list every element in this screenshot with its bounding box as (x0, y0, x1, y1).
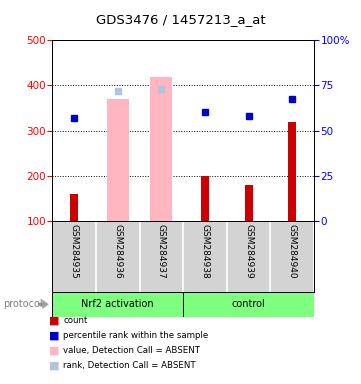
Bar (107, 99, 129, 221)
Text: count: count (63, 316, 88, 325)
Text: GSM284938: GSM284938 (200, 224, 209, 279)
Bar (201, 176, 209, 221)
Bar (52, 292, 183, 317)
Text: GSM284936: GSM284936 (113, 224, 122, 279)
Text: ■: ■ (49, 346, 59, 356)
Text: percentile rank within the sample: percentile rank within the sample (63, 331, 208, 340)
Bar (70, 194, 78, 221)
Text: value, Detection Call = ABSENT: value, Detection Call = ABSENT (63, 346, 200, 355)
Text: ■: ■ (49, 331, 59, 341)
Bar (151, 77, 172, 221)
Text: GSM284939: GSM284939 (244, 224, 253, 279)
Text: rank, Detection Call = ABSENT: rank, Detection Call = ABSENT (63, 361, 196, 370)
Text: GSM284935: GSM284935 (70, 224, 79, 279)
Bar (245, 185, 253, 221)
Text: GSM284940: GSM284940 (288, 224, 297, 279)
Text: GDS3476 / 1457213_a_at: GDS3476 / 1457213_a_at (96, 13, 265, 26)
Text: ■: ■ (49, 361, 59, 371)
Text: GSM284937: GSM284937 (157, 224, 166, 279)
Text: ■: ■ (49, 316, 59, 326)
Text: protocol: protocol (4, 299, 43, 310)
Bar (288, 121, 296, 221)
Text: Nrf2 activation: Nrf2 activation (82, 299, 154, 310)
Bar (183, 292, 314, 317)
Text: control: control (232, 299, 265, 310)
